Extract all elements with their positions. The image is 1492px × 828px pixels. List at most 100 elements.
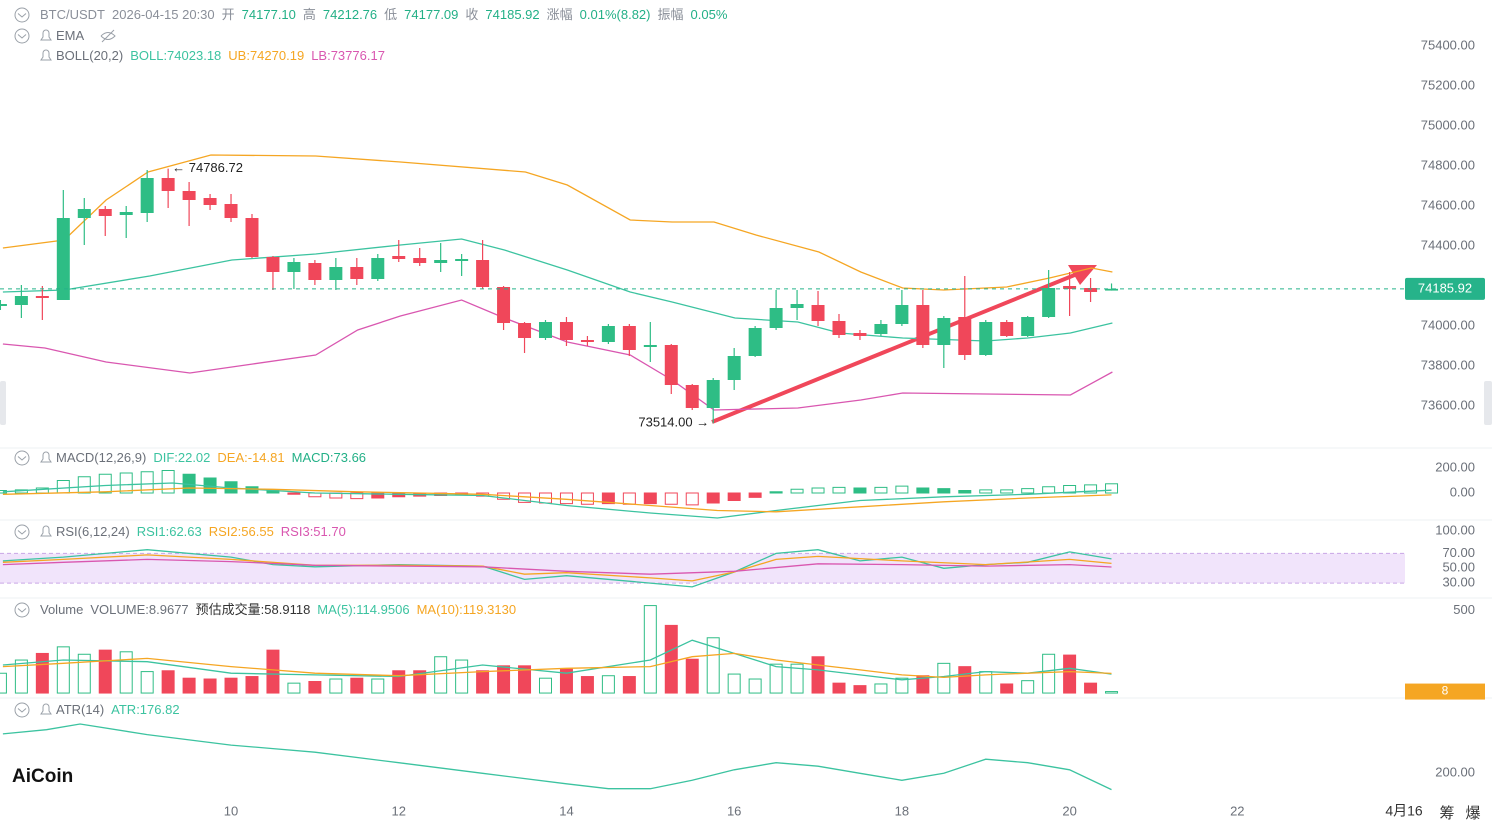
legend-text: 振幅 [657,7,684,22]
collapse-chevron [17,608,27,613]
candle-body [727,356,741,380]
collapse-chevron [17,13,27,18]
candle-body [706,380,720,408]
y-tick-label: 30.00 [1442,575,1475,590]
volume-bar [287,682,301,694]
y-tick-label: 75400.00 [1421,37,1475,52]
legend-text: RSI(6,12,24) [56,524,130,539]
volume-tag [1405,683,1485,700]
y-tick-label: 200.00 [1435,459,1475,474]
macd-bar [664,492,678,505]
legend-text: 收 [465,7,479,22]
y-tick-label: 74800.00 [1421,157,1475,172]
volume-bar [56,646,70,694]
legend-text: 2026-04-15 20:30 [112,7,215,22]
volume-bar [769,663,783,694]
alert-icon[interactable] [40,29,52,41]
indicator-line [2,482,1112,519]
volume-bar [14,659,28,694]
candle-body [371,258,385,279]
tool-chips[interactable]: 筹 [1439,805,1454,822]
y-tick-label: 75200.00 [1421,77,1475,92]
collapse-icon[interactable] [14,602,30,618]
visibility-icon[interactable] [100,29,116,43]
alert-icon[interactable] [40,525,52,537]
volume-bar [371,678,385,694]
macd-bar [853,487,867,494]
candle-body [1021,317,1035,336]
volume-bar [350,677,364,694]
candle-body [643,345,657,347]
alert-icon[interactable] [40,451,52,463]
candle-body [35,296,49,298]
volume-bar [497,665,511,694]
volume-bar [727,673,741,694]
collapse-icon[interactable] [14,524,30,540]
legend-text: 高 [302,7,316,22]
candle-body [329,267,343,280]
legend-text: BOLL:74023.18 [130,48,222,63]
candle-body [413,258,427,263]
right-tab[interactable] [1484,381,1492,425]
volume-bar [119,651,133,694]
trend-arrow-head [1068,265,1097,285]
last-price-tag [1405,277,1485,300]
volume-bar [203,678,217,694]
collapse-icon[interactable] [14,702,30,718]
y-tick-label: 500 [1453,602,1475,617]
volume-bar [224,677,238,694]
candle-body [245,218,259,257]
legend-text: 74212.76 [322,7,378,22]
collapse-icon[interactable] [14,7,30,23]
candle-body [1105,288,1119,291]
macd-bar [350,492,364,500]
volume-bar [790,663,804,694]
volume-bar [329,678,343,694]
legend-text: MA(5):114.9506 [317,602,410,617]
y-tick-label: 200.00 [1435,765,1475,780]
legend-text: BOLL(20,2) [56,48,124,63]
candle-body [266,257,280,272]
x-tick-label: 16 [727,803,741,818]
macd-bar [706,492,720,504]
volume-bar [1084,682,1098,694]
collapse-icon[interactable] [14,450,30,466]
left-tab[interactable] [0,381,6,425]
volume-bar [958,666,972,694]
legend-row: BOLL(20,2) BOLL:74023.18 UB:74270.19 LB:737… [56,48,392,64]
candle-body [622,326,636,350]
x-tick-label: 14 [559,803,573,818]
macd-bar [371,492,385,499]
candle-body [203,198,217,205]
tool-liquidation[interactable]: 爆 [1465,805,1480,822]
volume-bar [895,677,909,694]
candle-body [937,318,951,345]
legend-text: UB:74270.19 [228,48,305,63]
candle-body [748,328,762,356]
candle-body [350,267,364,279]
volume-bar [476,670,490,694]
volume-bar [1105,691,1119,694]
volume-bar [1021,680,1035,694]
volume-bar [35,652,49,694]
candle-body [979,322,993,355]
macd-bar [601,492,615,505]
y-tick-label: 74000.00 [1421,317,1475,332]
legend-row: ATR(14) ATR:176.82 [56,702,187,718]
macd-bar [1105,483,1119,494]
volume-tag-label: 8 [1442,684,1449,698]
alert-icon[interactable] [40,49,52,61]
volume-bar [413,670,427,694]
macd-bar [1042,486,1056,494]
volume-bar [1063,654,1077,694]
collapse-icon[interactable] [14,28,30,44]
indicator-line [2,652,1112,679]
candle-body [811,305,825,321]
macd-bar [643,492,657,505]
collapse-chevron [17,708,27,713]
alert-icon[interactable] [40,703,52,715]
macd-bar [580,492,594,505]
volume-bar [161,670,175,694]
